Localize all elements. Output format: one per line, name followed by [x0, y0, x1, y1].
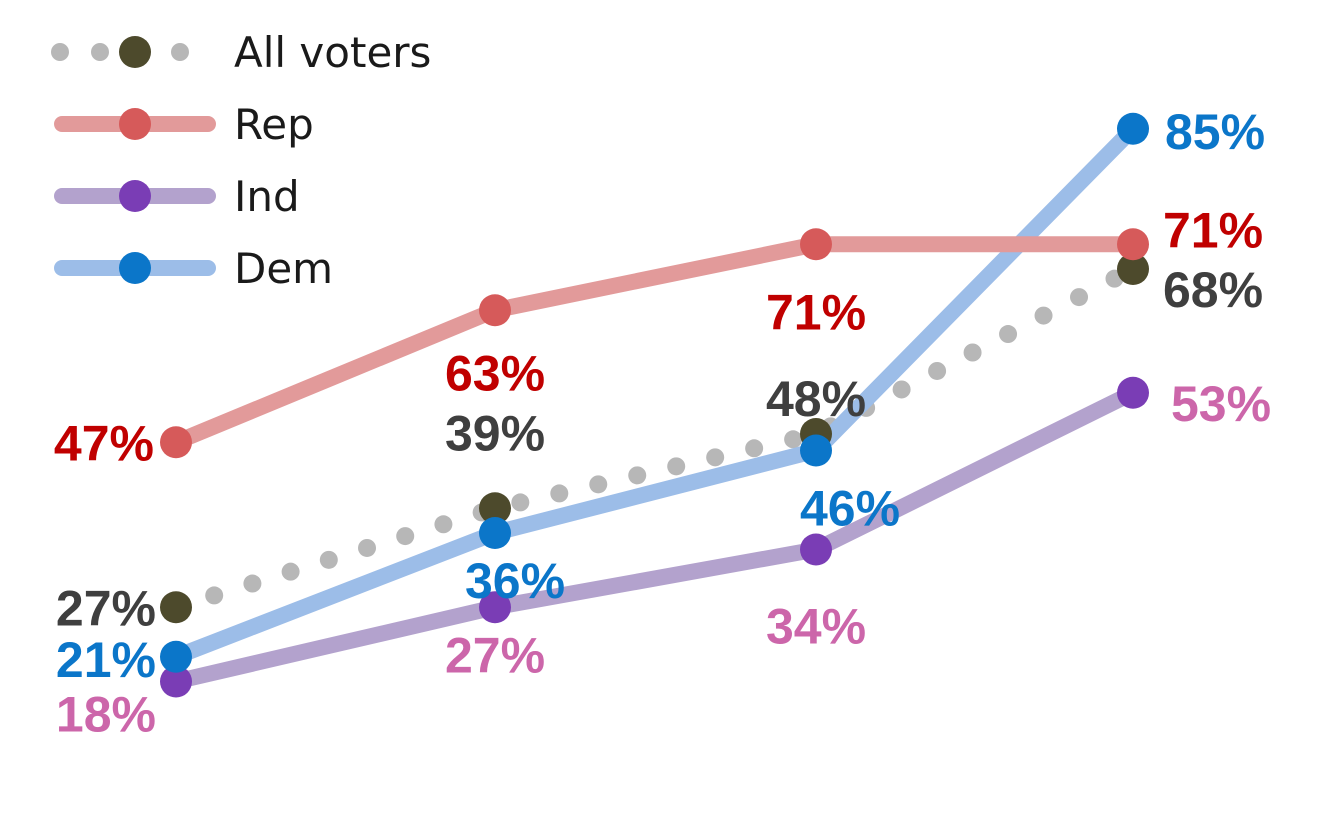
- data-label-ind-1: 18%: [56, 687, 156, 743]
- legend-item-ind: Ind: [54, 172, 300, 221]
- data-label-dem-3: 46%: [800, 481, 900, 537]
- series-line-rep: [168, 236, 1141, 451]
- data-label-ind-2: 27%: [445, 627, 545, 683]
- legend-swatch-marker-all-voters: [119, 36, 151, 68]
- data-label-all-voters-2: 39%: [445, 405, 545, 461]
- series-markers: [160, 112, 1149, 698]
- marker-ind-3: [800, 533, 832, 566]
- series-line-dem: [168, 120, 1141, 665]
- series-lines: [167, 120, 1142, 690]
- marker-ind-2: [479, 591, 511, 624]
- legend-label-rep: Rep: [234, 100, 314, 149]
- marker-rep-3: [800, 228, 832, 261]
- data-label-rep-3: 71%: [766, 284, 866, 340]
- legend-item-rep: Rep: [54, 100, 314, 149]
- marker-all-voters-2: [479, 492, 511, 525]
- data-label-rep-2: 63%: [445, 345, 545, 401]
- legend-label-dem: Dem: [234, 244, 333, 293]
- data-label-ind-4: 53%: [1171, 376, 1271, 432]
- marker-rep-1: [160, 426, 192, 459]
- legend-label-all-voters: All voters: [234, 28, 431, 77]
- legend-swatch-marker-rep: [119, 108, 151, 140]
- legend-swatch-marker-dem: [119, 252, 151, 284]
- data-label-dem-2: 36%: [465, 553, 565, 609]
- series-line-all-voters: [167, 260, 1142, 617]
- data-label-dem-4: 85%: [1165, 104, 1265, 160]
- marker-ind-1: [160, 665, 192, 698]
- legend-item-dem: Dem: [54, 244, 333, 293]
- data-label-rep-1: 47%: [54, 415, 154, 471]
- legend-swatch-marker-ind: [119, 180, 151, 212]
- marker-dem-3: [800, 434, 832, 467]
- marker-rep-2: [479, 294, 511, 327]
- marker-rep-4: [1117, 228, 1149, 261]
- legend-label-ind: Ind: [234, 172, 300, 221]
- legend: All voters Rep Ind Dem: [51, 28, 431, 293]
- data-label-all-voters-1: 27%: [56, 580, 156, 636]
- data-labels: 27% 39% 48% 68% 18% 27% 34% 53% 21% 36% 46% 85% 47% 6…: [54, 104, 1271, 743]
- marker-dem-1: [160, 640, 192, 673]
- marker-all-voters-1: [160, 591, 192, 624]
- series-line-ind: [168, 384, 1141, 690]
- marker-dem-2: [479, 517, 511, 549]
- marker-dem-4: [1117, 112, 1149, 145]
- data-label-dem-1: 21%: [56, 632, 156, 688]
- marker-all-voters-4: [1117, 253, 1149, 285]
- data-label-rep-4: 71%: [1163, 202, 1263, 258]
- data-label-all-voters-4: 68%: [1163, 262, 1263, 318]
- legend-item-all-voters: All voters: [51, 28, 431, 77]
- data-label-ind-3: 34%: [766, 599, 866, 655]
- marker-ind-4: [1117, 376, 1149, 409]
- data-label-all-voters-3: 48%: [766, 371, 866, 427]
